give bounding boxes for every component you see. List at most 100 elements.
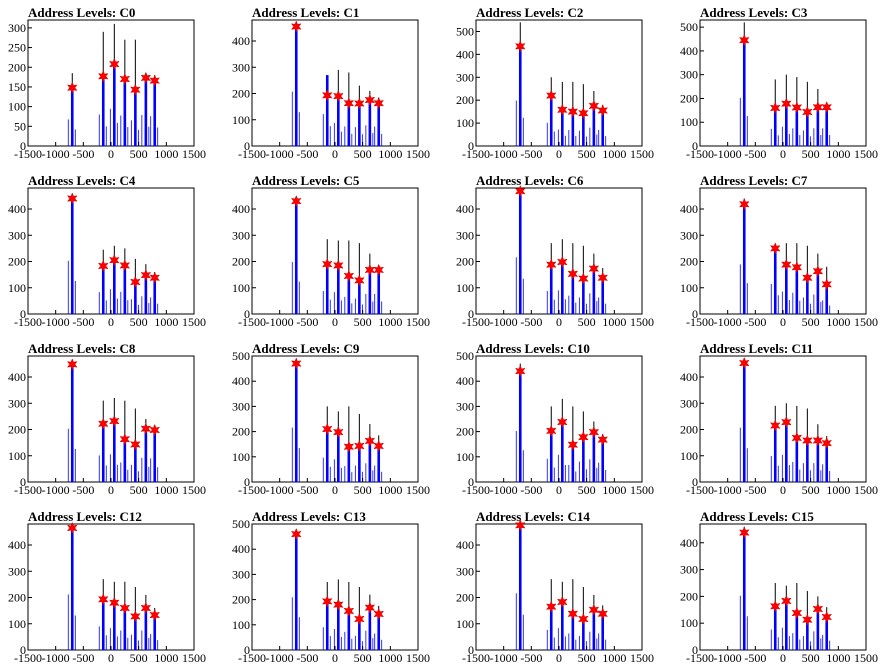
x-tick-label: -500 bbox=[72, 147, 94, 161]
x-tick-label: 1000 bbox=[826, 651, 850, 665]
x-tick-label: 1500 bbox=[406, 483, 430, 497]
histogram-bar bbox=[113, 259, 116, 314]
panel-c9: Address Levels: C90100200300400500-1500-… bbox=[232, 341, 430, 497]
panel-c12: Address Levels: C120100200300400-1500 -10… bbox=[8, 509, 206, 665]
y-tick-label: 100 bbox=[680, 115, 698, 129]
x-tick-label: -500 bbox=[744, 483, 766, 497]
x-tick-label: -1500 bbox=[686, 147, 714, 161]
x-tick-label: 500 bbox=[130, 651, 148, 665]
x-tick-label: 1500 bbox=[854, 651, 878, 665]
x-tick-label: 0 bbox=[780, 147, 786, 161]
peak-marker bbox=[579, 273, 589, 284]
peak-marker bbox=[589, 263, 599, 274]
peak-marker bbox=[374, 264, 384, 275]
x-tick-label: -1500 bbox=[686, 483, 714, 497]
histogram-bar bbox=[519, 45, 522, 146]
peak-marker bbox=[546, 90, 556, 101]
histogram-bar bbox=[337, 95, 340, 146]
histogram-bar bbox=[743, 361, 746, 482]
peak-marker bbox=[822, 279, 832, 290]
peak-marker bbox=[589, 427, 599, 438]
x-tick-label: -1000 bbox=[266, 147, 294, 161]
x-tick-label: 500 bbox=[354, 147, 372, 161]
peak-marker bbox=[110, 59, 120, 70]
peak-marker bbox=[822, 102, 832, 113]
y-tick-label: 500 bbox=[232, 517, 250, 531]
y-tick-label: 400 bbox=[456, 202, 474, 216]
y-tick-label: 500 bbox=[456, 349, 474, 363]
x-tick-label: -1500 bbox=[686, 315, 714, 329]
peak-marker bbox=[334, 427, 344, 438]
x-tick-label: -500 bbox=[72, 651, 94, 665]
x-tick-label: 1500 bbox=[630, 315, 654, 329]
x-tick-label: 0 bbox=[332, 651, 338, 665]
histogram-bar bbox=[326, 428, 329, 482]
y-tick-label: 200 bbox=[456, 93, 474, 107]
panel-c8: Address Levels: C8 0 100 200 300 400 -1500 -100… bbox=[8, 341, 206, 497]
panel-c2: Address Levels: C20100200300400500-1500-… bbox=[456, 5, 654, 161]
peak-marker bbox=[374, 440, 384, 451]
peak-marker bbox=[120, 74, 130, 85]
x-tick-label: -1500 bbox=[462, 315, 490, 329]
histogram-bar bbox=[71, 364, 74, 482]
peak-marker bbox=[292, 529, 302, 540]
histogram-bar bbox=[785, 600, 788, 650]
peak-marker bbox=[355, 440, 365, 451]
x-tick-label: -1000 bbox=[42, 651, 70, 665]
x-tick-label: 500 bbox=[802, 315, 820, 329]
histogram-bar bbox=[337, 432, 340, 482]
x-tick-label: 500 bbox=[802, 483, 820, 497]
peak-marker bbox=[292, 358, 302, 369]
x-tick-label: 1000 bbox=[378, 315, 402, 329]
y-tick-label: 200 bbox=[456, 255, 474, 269]
peak-marker bbox=[792, 262, 802, 273]
peak-marker bbox=[98, 418, 108, 429]
x-tick-label: 500 bbox=[354, 315, 372, 329]
histogram-bar bbox=[113, 420, 116, 482]
peak-marker bbox=[344, 98, 354, 109]
plot-frame bbox=[476, 524, 642, 650]
x-tick-label: -1500 bbox=[462, 483, 490, 497]
plot-frame bbox=[28, 188, 194, 314]
x-tick-label: -500 bbox=[744, 315, 766, 329]
peak-marker bbox=[589, 100, 599, 111]
peak-marker bbox=[598, 272, 608, 283]
peak-marker bbox=[141, 423, 151, 434]
y-tick-label: 300 bbox=[680, 563, 698, 577]
x-tick-label: -1000 bbox=[714, 315, 742, 329]
panel-title: Address Levels: C3 bbox=[700, 5, 808, 20]
y-tick-label: 200 bbox=[232, 593, 250, 607]
x-tick-label: -500 bbox=[296, 651, 318, 665]
peak-marker bbox=[782, 417, 792, 428]
peak-marker bbox=[374, 98, 384, 109]
plot-frame bbox=[700, 356, 866, 482]
x-tick-label: -1000 bbox=[266, 651, 294, 665]
y-tick-label: 100 bbox=[8, 100, 26, 114]
peak-marker bbox=[150, 75, 160, 86]
y-tick-label: 400 bbox=[8, 202, 26, 216]
y-tick-label: 400 bbox=[456, 374, 474, 388]
peak-marker bbox=[322, 596, 332, 607]
x-tick-label: 1000 bbox=[378, 651, 402, 665]
peak-marker bbox=[568, 608, 578, 619]
x-tick-label: 0 bbox=[108, 651, 114, 665]
x-tick-label: 1000 bbox=[154, 651, 178, 665]
y-tick-label: 300 bbox=[232, 567, 250, 581]
y-tick-label: 200 bbox=[8, 255, 26, 269]
histogram-bar bbox=[785, 264, 788, 314]
x-tick-label: -500 bbox=[520, 483, 542, 497]
peak-marker bbox=[68, 82, 78, 93]
x-tick-label: -1500 bbox=[686, 651, 714, 665]
x-tick-label: 0 bbox=[332, 315, 338, 329]
y-tick-label: 300 bbox=[232, 228, 250, 242]
x-tick-label: 1000 bbox=[826, 483, 850, 497]
x-tick-label: 500 bbox=[130, 315, 148, 329]
x-tick-label: 1000 bbox=[602, 315, 626, 329]
histogram-bar bbox=[550, 430, 553, 482]
peak-marker bbox=[579, 614, 589, 625]
peak-marker bbox=[131, 276, 141, 287]
peak-marker bbox=[598, 608, 608, 619]
y-tick-label: 200 bbox=[232, 255, 250, 269]
peak-marker bbox=[365, 95, 375, 106]
peak-marker bbox=[579, 108, 589, 119]
